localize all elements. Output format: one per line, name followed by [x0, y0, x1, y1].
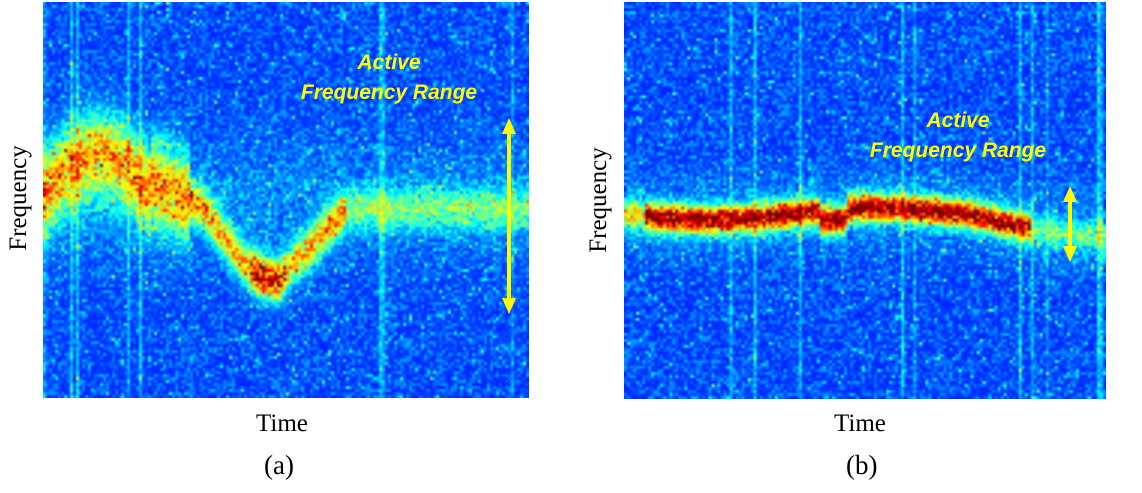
y-axis-label-a: Frequency [5, 145, 32, 251]
arrow-b-head-up [1063, 186, 1077, 202]
caption-b: (b) [846, 450, 878, 480]
panel-a: Active Frequency Range Frequency Time (a… [0, 0, 560, 493]
panel-b: Active Frequency Range Frequency Time (b… [580, 0, 1142, 493]
spectrogram-b-heatmap [624, 2, 1106, 399]
annotation-b: Active Frequency Range [838, 106, 1078, 166]
spectrogram-b-overlay [1063, 186, 1077, 262]
spectrogram-b: Active Frequency Range [624, 2, 1106, 399]
spectrogram-a-overlay [502, 118, 516, 314]
y-axis-label-b: Frequency [585, 147, 612, 253]
annotation-a-line2: Frequency Range [300, 81, 478, 104]
x-axis-label-b: Time [834, 410, 886, 437]
annotation-a: Active Frequency Range [279, 48, 499, 108]
frequency-range-arrow-a [502, 118, 516, 314]
spectrogram-a-heatmap [43, 2, 529, 398]
annotation-b-line1: Active [926, 109, 990, 132]
annotation-b-line2: Frequency Range [869, 139, 1047, 162]
annotation-a-line1: Active [357, 51, 421, 74]
arrow-a-head-up [502, 118, 516, 134]
caption-a: (a) [264, 450, 294, 480]
frequency-range-arrow-b [1063, 186, 1077, 262]
spectrogram-a: Active Frequency Range [43, 2, 529, 398]
arrow-a-head-down [502, 298, 516, 314]
arrow-b-head-down [1063, 246, 1077, 262]
x-axis-label-a: Time [256, 410, 308, 437]
